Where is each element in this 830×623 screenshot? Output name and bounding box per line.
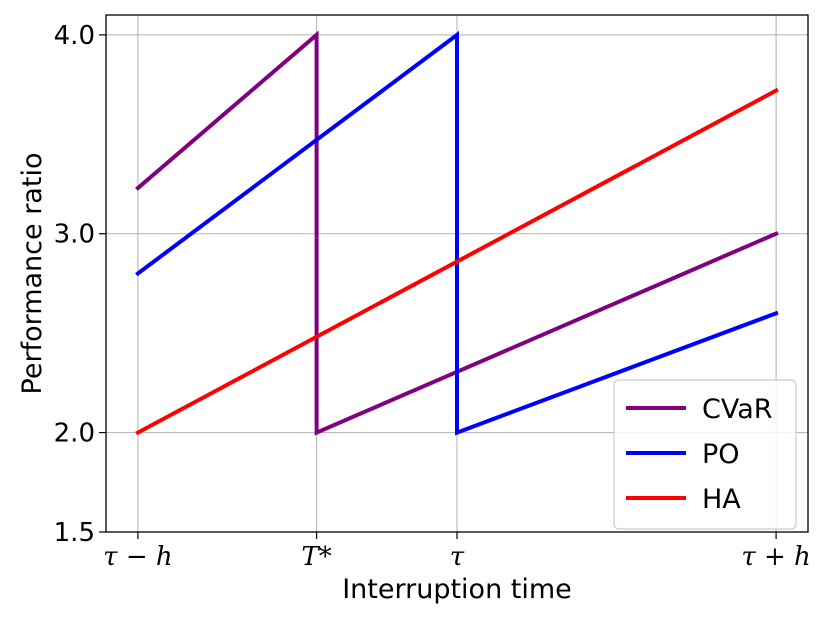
x-tick-label: τ: [450, 542, 465, 572]
y-tick-label: 3.0: [54, 220, 95, 250]
y-tick-label: 2.0: [54, 419, 95, 449]
ticks: [99, 34, 777, 539]
x-axis-label: Interruption time: [342, 574, 572, 605]
legend-label: PO: [702, 439, 740, 470]
series-layer: [135, 30, 779, 436]
legend-box: [613, 379, 797, 530]
y-axis-label: Performance ratio: [17, 153, 48, 395]
legend-label: HA: [702, 484, 741, 515]
x-tick-label: τ + h: [741, 542, 810, 572]
tick-labels: τ − h T* τ τ + h 1.5 2.0 3.0 4.0: [54, 21, 811, 572]
y-tick-label: 1.5: [54, 518, 95, 548]
x-tick-label: τ − h: [103, 542, 172, 572]
legend: CVaR PO HA: [613, 379, 797, 530]
x-tick-label: T*: [301, 542, 331, 572]
legend-label: CVaR: [702, 394, 773, 425]
series-line-ha: [135, 87, 779, 436]
series-line-po: [135, 30, 779, 436]
y-tick-label: 4.0: [54, 21, 95, 51]
series-line-cvar: [135, 30, 779, 436]
